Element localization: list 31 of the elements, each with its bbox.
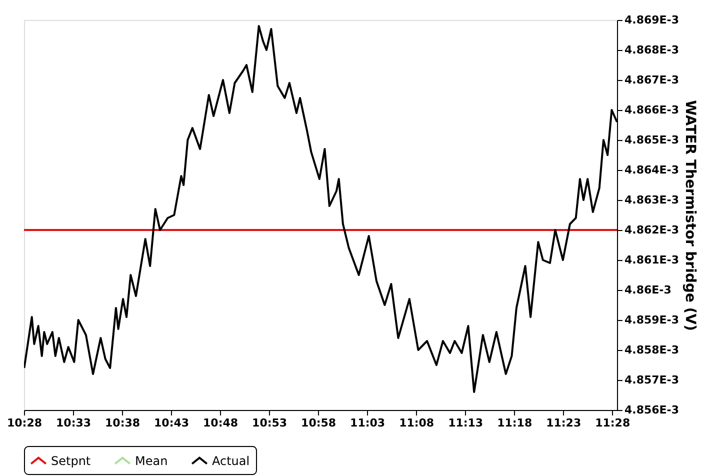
y-tick-label: 4.862E-3 bbox=[624, 224, 680, 236]
y-tick-label: 4.869E-3 bbox=[624, 14, 680, 26]
legend-label: Actual bbox=[212, 454, 250, 468]
x-tick-label: 10:28 bbox=[6, 416, 42, 430]
legend-label: Mean bbox=[135, 454, 168, 468]
y-tick-label: 4.856E-3 bbox=[624, 404, 680, 416]
y-tick-label: 4.857E-3 bbox=[624, 374, 680, 386]
x-tick-label: 10:33 bbox=[56, 416, 92, 430]
x-tick-label: 10:58 bbox=[301, 416, 336, 430]
x-tick-label: 10:38 bbox=[105, 416, 140, 430]
y-tick-label: 4.868E-3 bbox=[624, 44, 680, 56]
y-tick-label: 4.861E-3 bbox=[624, 254, 680, 266]
y-tick-label: 4.867E-3 bbox=[624, 74, 680, 86]
y-tick-label: 4.86E-3 bbox=[624, 284, 672, 296]
x-tick-label: 11:18 bbox=[497, 416, 532, 430]
x-tick-label: 11:28 bbox=[595, 416, 630, 430]
y-tick-label: 4.864E-3 bbox=[624, 164, 680, 176]
legend-label: Setpnt bbox=[51, 454, 91, 468]
x-tick-label: 11:13 bbox=[448, 416, 484, 430]
x-tick-label: 11:23 bbox=[546, 416, 582, 430]
x-tick-label: 10:43 bbox=[154, 416, 190, 430]
x-tick-label: 11:08 bbox=[399, 416, 434, 430]
y-tick-label: 4.858E-3 bbox=[624, 344, 680, 356]
y-tick-label: 4.866E-3 bbox=[624, 104, 680, 116]
x-tick-label: 10:53 bbox=[252, 416, 288, 430]
y-axis-title: WATER Thermistor bridge (V) bbox=[682, 100, 698, 331]
y-tick-label: 4.859E-3 bbox=[624, 314, 680, 326]
x-tick-label: 11:03 bbox=[350, 416, 386, 430]
x-tick-label: 10:48 bbox=[203, 416, 238, 430]
y-tick-label: 4.863E-3 bbox=[624, 194, 680, 206]
y-tick-label: 4.865E-3 bbox=[624, 134, 680, 146]
